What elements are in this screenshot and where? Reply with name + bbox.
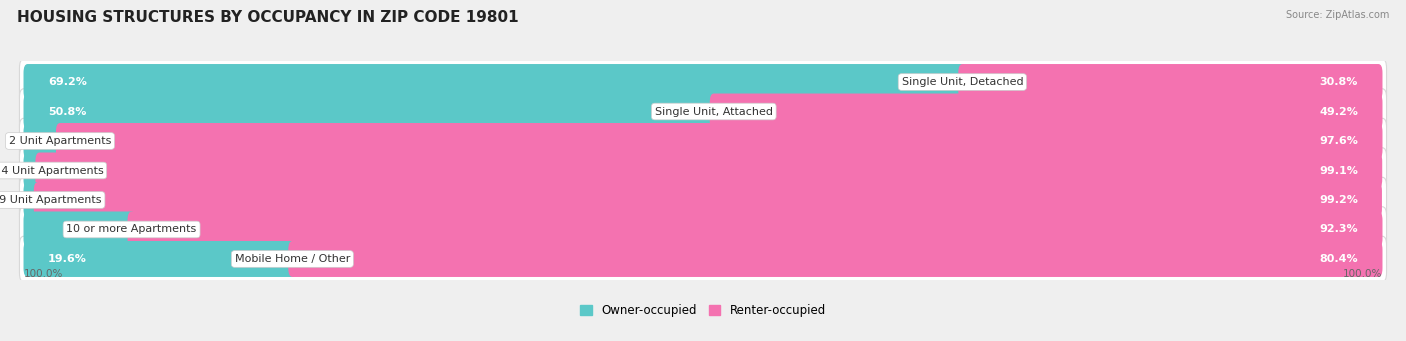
Text: Mobile Home / Other: Mobile Home / Other [235, 254, 350, 264]
Text: 100.0%: 100.0% [24, 269, 63, 279]
Text: 0.88%: 0.88% [0, 165, 28, 176]
Text: Source: ZipAtlas.com: Source: ZipAtlas.com [1285, 10, 1389, 20]
FancyBboxPatch shape [24, 152, 44, 189]
Text: 99.2%: 99.2% [1319, 195, 1358, 205]
FancyBboxPatch shape [288, 241, 1382, 277]
Text: Single Unit, Detached: Single Unit, Detached [901, 77, 1024, 87]
Text: 50.8%: 50.8% [48, 106, 86, 117]
Text: 30.8%: 30.8% [1320, 77, 1358, 87]
Legend: Owner-occupied, Renter-occupied: Owner-occupied, Renter-occupied [575, 299, 831, 322]
FancyBboxPatch shape [20, 207, 1386, 252]
Text: 80.4%: 80.4% [1320, 254, 1358, 264]
Text: 3 or 4 Unit Apartments: 3 or 4 Unit Apartments [0, 165, 103, 176]
Text: 2.4%: 2.4% [18, 136, 49, 146]
Text: HOUSING STRUCTURES BY OCCUPANCY IN ZIP CODE 19801: HOUSING STRUCTURES BY OCCUPANCY IN ZIP C… [17, 10, 519, 25]
Text: 69.2%: 69.2% [48, 77, 87, 87]
Text: 5 to 9 Unit Apartments: 5 to 9 Unit Apartments [0, 195, 101, 205]
Text: 99.1%: 99.1% [1319, 165, 1358, 176]
Text: 97.6%: 97.6% [1319, 136, 1358, 146]
Text: 49.2%: 49.2% [1319, 106, 1358, 117]
Text: 7.7%: 7.7% [90, 224, 121, 235]
FancyBboxPatch shape [24, 123, 65, 159]
Text: 100.0%: 100.0% [1343, 269, 1382, 279]
Text: 19.6%: 19.6% [48, 254, 87, 264]
FancyBboxPatch shape [24, 241, 297, 277]
Text: 92.3%: 92.3% [1320, 224, 1358, 235]
FancyBboxPatch shape [128, 211, 1382, 248]
FancyBboxPatch shape [20, 118, 1386, 164]
FancyBboxPatch shape [24, 93, 718, 130]
Text: 0.76%: 0.76% [0, 195, 27, 205]
FancyBboxPatch shape [710, 93, 1382, 130]
FancyBboxPatch shape [56, 123, 1382, 159]
FancyBboxPatch shape [24, 64, 966, 100]
Text: Single Unit, Attached: Single Unit, Attached [655, 106, 773, 117]
FancyBboxPatch shape [20, 59, 1386, 105]
FancyBboxPatch shape [959, 64, 1382, 100]
FancyBboxPatch shape [20, 177, 1386, 223]
FancyBboxPatch shape [24, 211, 135, 248]
FancyBboxPatch shape [20, 148, 1386, 193]
FancyBboxPatch shape [20, 236, 1386, 282]
FancyBboxPatch shape [34, 182, 1382, 218]
FancyBboxPatch shape [35, 152, 1382, 189]
Text: 2 Unit Apartments: 2 Unit Apartments [8, 136, 111, 146]
Text: 10 or more Apartments: 10 or more Apartments [66, 224, 197, 235]
FancyBboxPatch shape [24, 182, 42, 218]
FancyBboxPatch shape [20, 89, 1386, 134]
